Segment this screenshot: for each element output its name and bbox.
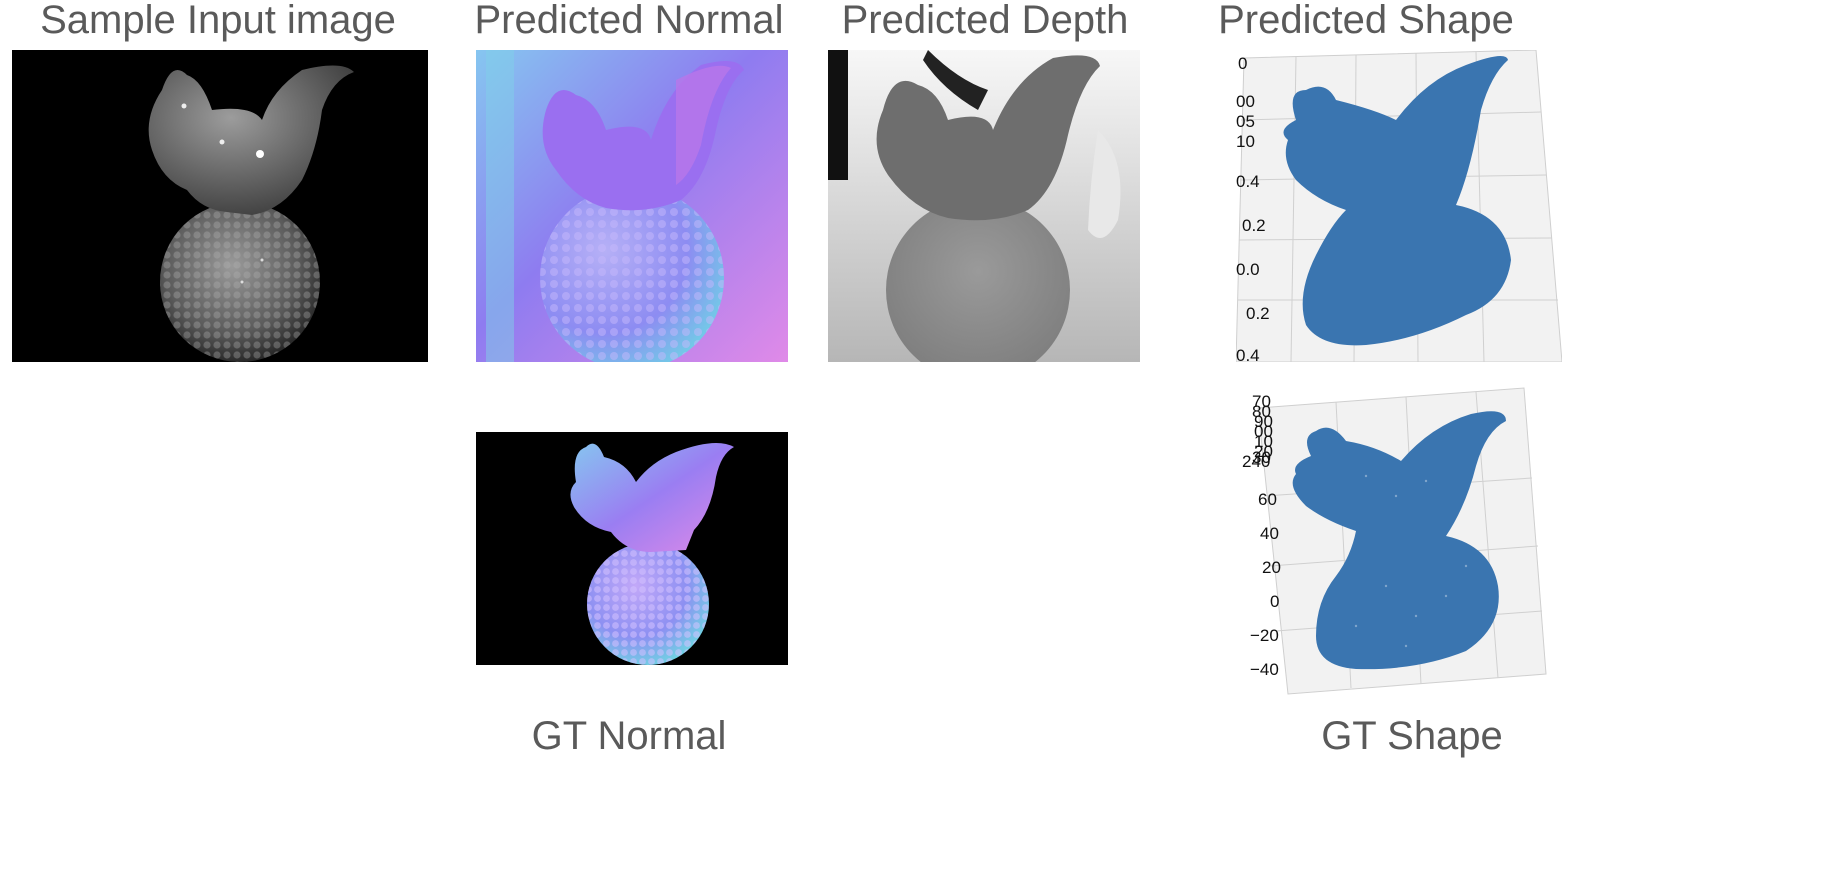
- pred-shape-tick: 0.0: [1236, 260, 1260, 279]
- gt-shape-tick: 20: [1262, 558, 1281, 577]
- gt-shape-title: GT Shape: [1321, 714, 1503, 758]
- gt-normal-image: [476, 432, 788, 665]
- pred-shape-tick: 0.2: [1246, 304, 1270, 323]
- gt-shape-tick-top: 90: [1254, 412, 1273, 431]
- predicted-normal-image: [476, 50, 788, 362]
- pred-normal-title: Predicted Normal: [474, 0, 784, 42]
- pred-shape-tick: 0.4: [1236, 172, 1260, 191]
- pred-shape-title: Predicted Shape: [1218, 0, 1514, 42]
- gt-shape-tick: 40: [1260, 524, 1279, 543]
- gt-shape-tick-top: 10: [1254, 432, 1273, 451]
- gt-shape-tick-top: 30: [1252, 448, 1271, 467]
- gt-shape-tick: −20: [1250, 626, 1279, 645]
- gt-shape-tick-top: 00: [1254, 422, 1273, 441]
- sample-input-image: [12, 50, 428, 362]
- pred-depth-title: Predicted Depth: [841, 0, 1129, 42]
- gt-normal-title: GT Normal: [531, 714, 727, 758]
- pred-shape-tick: 0: [1238, 54, 1248, 73]
- pred-shape-tick: 0.2: [1242, 216, 1266, 235]
- pred-shape-tick: 05: [1236, 112, 1255, 131]
- gt-shape-tick: −40: [1250, 660, 1279, 679]
- gt-shape-tick: 0: [1270, 592, 1280, 611]
- input-title: Sample Input image: [40, 0, 396, 42]
- gt-shape-tick-top: 240: [1242, 452, 1271, 471]
- predicted-depth-image: [828, 50, 1140, 362]
- gt-shape-tick-top: 70: [1252, 392, 1271, 411]
- gt-shape-plot: 70 80 90 00 10 20 30 240 60 40 20 0 −20 …: [1236, 386, 1562, 698]
- pred-shape-tick: 10: [1236, 132, 1255, 151]
- pred-shape-tick: 00: [1236, 92, 1255, 111]
- gt-shape-tick-top: 80: [1252, 402, 1271, 421]
- pred-shape-tick: 0.4: [1236, 346, 1260, 362]
- gt-shape-tick: 60: [1258, 490, 1277, 509]
- gt-shape-tick-top: 20: [1254, 442, 1273, 461]
- predicted-shape-plot: 0 00 05 10 0.4 0.2 0.0 0.2 0.4: [1236, 50, 1562, 362]
